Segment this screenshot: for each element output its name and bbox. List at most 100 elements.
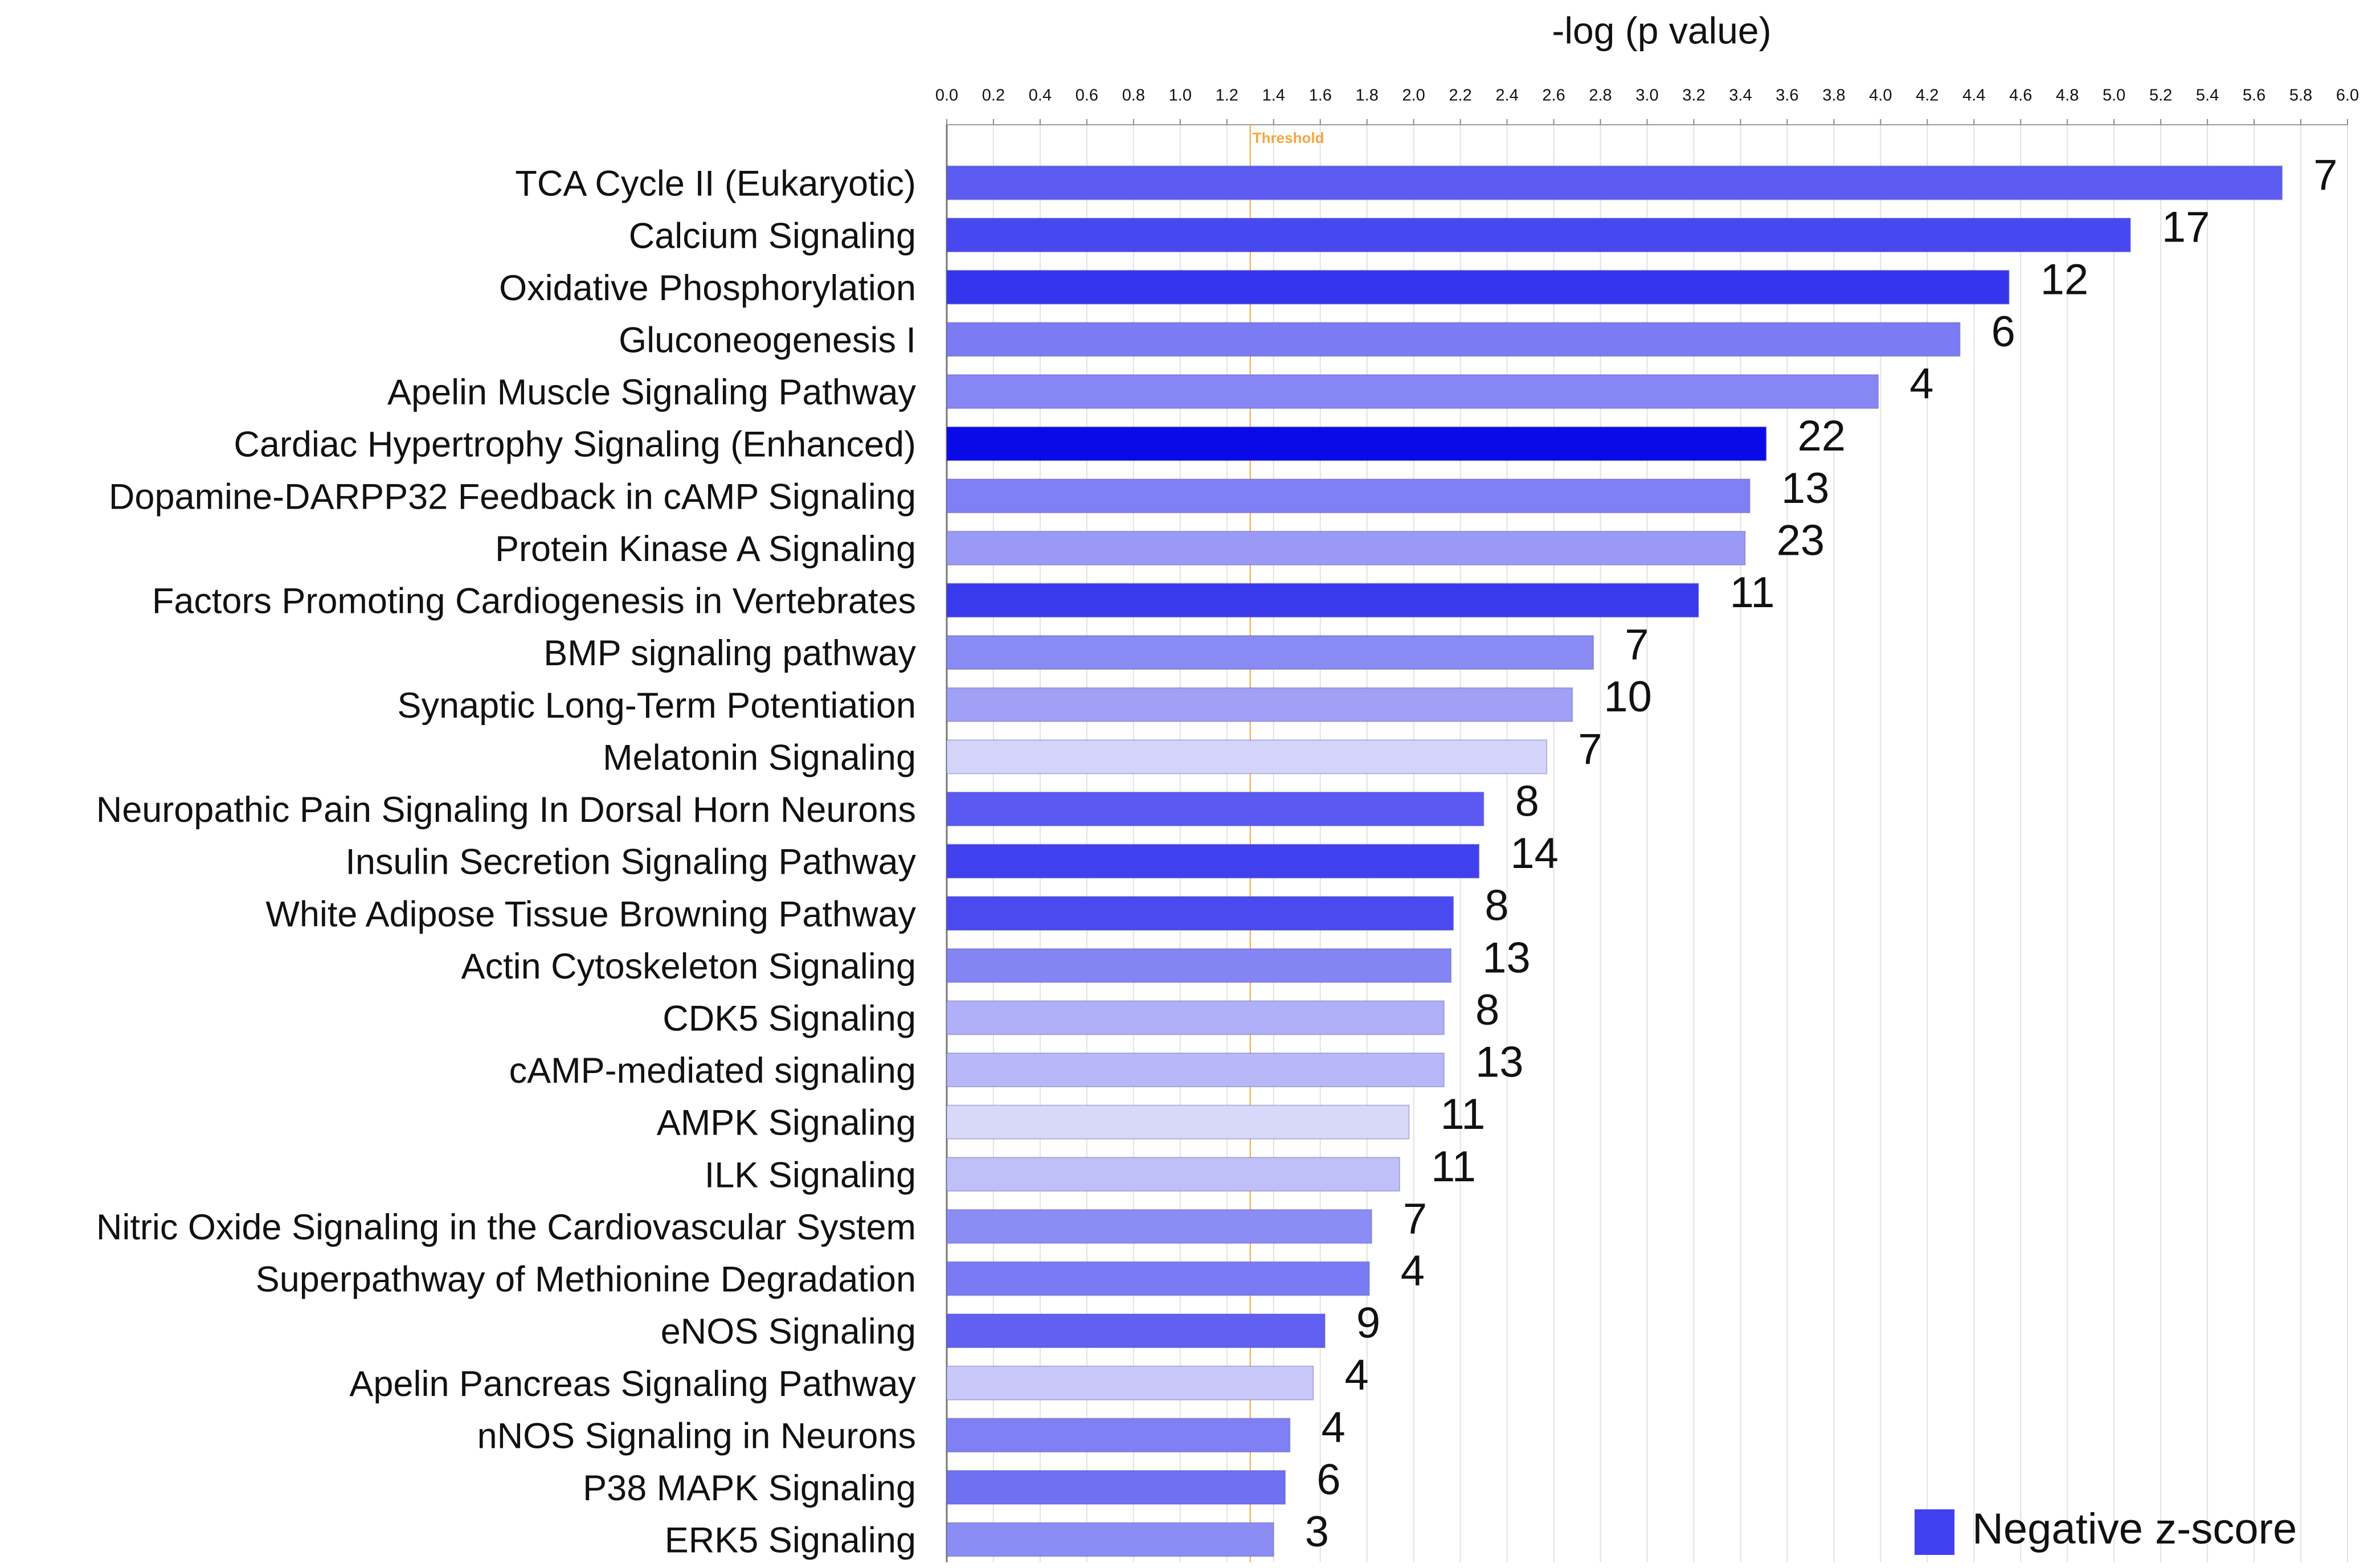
y-tick-label: Actin Cytoskeleton Signaling xyxy=(461,947,916,986)
bar xyxy=(946,218,2131,253)
x-tick-label: 4.8 xyxy=(2056,87,2079,105)
x-tick-label: 5.6 xyxy=(2243,87,2265,105)
y-tick-label: Cardiac Hypertrophy Signaling (Enhanced) xyxy=(234,425,916,465)
bar xyxy=(946,791,1484,826)
count-label: 14 xyxy=(1510,829,1559,878)
bar xyxy=(946,635,1594,670)
count-label: 3 xyxy=(1305,1508,1329,1556)
count-label: 6 xyxy=(1991,308,2015,356)
y-tick-label: AMPK Signaling xyxy=(657,1103,916,1143)
bar xyxy=(946,1365,1314,1401)
bar xyxy=(946,896,1454,931)
bar xyxy=(946,426,1767,461)
legend-swatch xyxy=(1915,1509,1954,1555)
count-label: 11 xyxy=(1730,568,1775,617)
y-tick-label: Superpathway of Methionine Degradation xyxy=(256,1260,916,1300)
bar xyxy=(946,1261,1370,1296)
count-label: 7 xyxy=(1578,725,1602,773)
x-tick-label: 5.4 xyxy=(2196,87,2219,105)
x-tick-label: 1.6 xyxy=(1309,87,1332,105)
bar xyxy=(946,269,2010,305)
x-tick-label: 0.4 xyxy=(1029,87,1052,105)
count-label: 4 xyxy=(1909,360,1933,408)
y-tick-label: Insulin Secretion Signaling Pathway xyxy=(345,842,916,882)
count-label: 8 xyxy=(1515,777,1539,825)
x-tick-label: 4.0 xyxy=(1869,87,1892,105)
count-label: 7 xyxy=(2313,151,2337,199)
count-label: 12 xyxy=(2040,255,2089,304)
x-tick-label: 4.6 xyxy=(2009,87,2032,105)
y-tick-label: Gluconeogenesis I xyxy=(619,320,916,360)
x-tick-label: 2.6 xyxy=(1542,87,1565,105)
count-label: 10 xyxy=(1604,673,1652,721)
x-tick-label: 0.0 xyxy=(935,87,958,105)
x-tick-label: 1.8 xyxy=(1356,87,1379,105)
count-label: 17 xyxy=(2162,203,2210,252)
x-tick-label: 1.0 xyxy=(1169,87,1192,105)
y-tick-label: ERK5 Signaling xyxy=(665,1521,916,1561)
y-tick-label: Oxidative Phosphorylation xyxy=(499,268,916,308)
count-label: 4 xyxy=(1401,1247,1425,1295)
count-label: 13 xyxy=(1482,934,1531,982)
count-label: 23 xyxy=(1777,516,1825,564)
x-tick-label: 6.0 xyxy=(2336,87,2359,105)
count-label: 13 xyxy=(1781,464,1830,513)
bar xyxy=(946,322,1961,357)
x-tick-label: 3.2 xyxy=(1682,87,1705,105)
y-tick-label: Dopamine-DARPP32 Feedback in cAMP Signal… xyxy=(109,477,916,517)
y-tick-label: cAMP-mediated signaling xyxy=(509,1051,916,1091)
count-label: 7 xyxy=(1403,1194,1427,1243)
bar xyxy=(946,374,1879,409)
x-tick-label: 2.4 xyxy=(1495,87,1518,105)
legend-label: Negative z-score xyxy=(1972,1505,2297,1553)
count-label: 9 xyxy=(1356,1299,1380,1348)
x-tick-label: 3.0 xyxy=(1635,87,1658,105)
bar xyxy=(946,1313,1326,1349)
bar xyxy=(946,478,1751,514)
x-tick-label: 3.6 xyxy=(1776,87,1798,105)
bar xyxy=(946,844,1480,879)
y-tick-label: CDK5 Signaling xyxy=(662,998,916,1038)
count-label: 11 xyxy=(1431,1143,1476,1191)
y-tick-label: nNOS Signaling in Neurons xyxy=(477,1416,916,1456)
x-tick-label: 0.2 xyxy=(982,87,1005,105)
y-tick-label: Nitric Oxide Signaling in the Cardiovasc… xyxy=(96,1207,916,1247)
y-tick-label: Calcium Signaling xyxy=(629,216,916,256)
count-label: 4 xyxy=(1344,1351,1368,1399)
y-tick-label: TCA Cycle II (Eukaryotic) xyxy=(515,164,916,204)
bar xyxy=(946,948,1452,983)
x-tick-label: 5.2 xyxy=(2149,87,2172,105)
threshold-label: Threshold xyxy=(1253,129,1324,146)
bar xyxy=(946,739,1548,775)
bar xyxy=(946,1209,1372,1244)
bar xyxy=(946,1104,1410,1140)
x-tick-label: 3.8 xyxy=(1822,87,1845,105)
count-label: 6 xyxy=(1316,1455,1340,1504)
x-tick-label: 5.8 xyxy=(2289,87,2312,105)
count-label: 11 xyxy=(1440,1090,1485,1139)
y-tick-label: Apelin Pancreas Signaling Pathway xyxy=(349,1364,916,1404)
x-tick-label: 5.0 xyxy=(2103,87,2125,105)
x-axis-title: -log (p value) xyxy=(1552,9,1771,51)
count-label: 22 xyxy=(1798,412,1846,460)
bar xyxy=(946,1418,1291,1453)
y-tick-label: Factors Promoting Cardiogenesis in Verte… xyxy=(152,582,916,621)
y-tick-label: ILK Signaling xyxy=(705,1155,916,1195)
bar xyxy=(946,1052,1445,1087)
bar xyxy=(946,1522,1274,1557)
bar xyxy=(946,1157,1401,1192)
count-label: 13 xyxy=(1475,1038,1524,1087)
bar xyxy=(946,1000,1445,1035)
count-label: 8 xyxy=(1475,986,1499,1034)
y-tick-label: Protein Kinase A Signaling xyxy=(495,529,916,569)
y-tick-label: BMP signaling pathway xyxy=(543,633,916,673)
x-tick-label: 4.4 xyxy=(1962,87,1985,105)
count-label: 7 xyxy=(1625,621,1649,669)
x-tick-label: 1.2 xyxy=(1216,87,1238,105)
x-tick-label: 1.4 xyxy=(1262,87,1285,105)
x-tick-label: 2.2 xyxy=(1449,87,1471,105)
bar xyxy=(946,687,1573,722)
x-tick-label: 4.2 xyxy=(1916,87,1939,105)
x-tick-label: 2.8 xyxy=(1589,87,1612,105)
y-tick-label: Neuropathic Pain Signaling In Dorsal Hor… xyxy=(96,790,916,830)
